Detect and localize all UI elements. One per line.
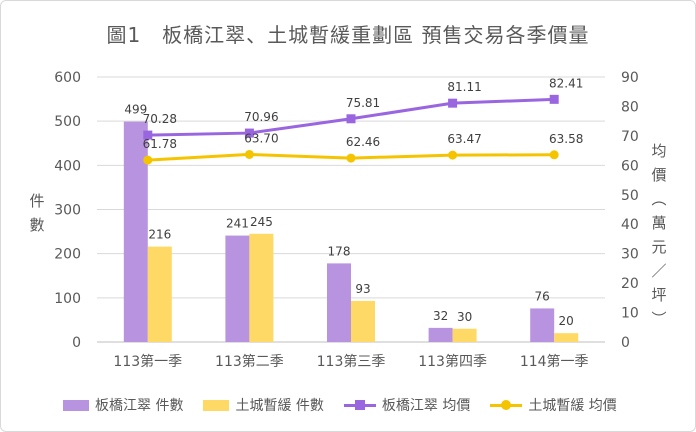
chart-legend: 板橋江翠 件數 土城暫緩 件數 板橋江翠 均價 土城暫緩 均價 (63, 395, 617, 415)
y-right-tick-label: 10 (621, 306, 639, 322)
y-right-tick-label: 70 (621, 129, 639, 145)
line-marker (244, 128, 254, 138)
y-left-tick-label: 300 (54, 203, 81, 219)
bar-data-label: 245 (250, 215, 273, 229)
legend-label: 板橋江翠 均價 (381, 398, 471, 414)
line-marker (448, 150, 458, 160)
line-data-label: 63.58 (549, 132, 583, 146)
bar (147, 246, 172, 342)
line-marker (143, 155, 153, 165)
y-left-tick-label: 600 (54, 70, 81, 86)
legend-label: 板橋江翠 件數 (95, 398, 184, 414)
bar-data-label: 499 (124, 103, 147, 117)
line-marker (244, 149, 254, 159)
legend-item: 板橋江翠 件數 (63, 395, 183, 415)
bar-data-label: 76 (535, 289, 550, 303)
bar (327, 263, 351, 342)
legend-label: 土城暫緩 均價 (528, 398, 617, 414)
bar (225, 235, 250, 342)
x-tick-label: 113第二季 (215, 353, 284, 370)
legend-item: 土城暫緩 件數 (203, 395, 324, 415)
y-right-tick-label: 80 (621, 99, 639, 115)
line-marker (143, 130, 153, 140)
chart-title: 圖1 板橋江翠、土城暫緩重劃區 預售交易各季價量 (106, 23, 590, 47)
y-right-tick-label: 90 (621, 70, 639, 86)
y-right-tick-label: 20 (621, 276, 639, 292)
line-data-label: 81.11 (447, 80, 481, 94)
line-data-label: 70.96 (244, 110, 278, 124)
bar-data-label: 30 (457, 310, 472, 324)
x-tick-label: 114第一季 (520, 353, 589, 370)
line-data-label: 62.46 (346, 135, 380, 149)
x-tick-label: 113第四季 (418, 353, 487, 370)
bar-data-label: 32 (433, 309, 448, 323)
bar (123, 121, 148, 342)
line-marker (346, 114, 356, 124)
legend-swatch (203, 399, 230, 411)
line-marker (346, 153, 356, 163)
x-tick-label: 113第三季 (317, 353, 386, 370)
legend-label: 土城暫緩 件數 (235, 398, 324, 414)
x-tick-label: 113第一季 (113, 353, 182, 370)
y-left-tick-label: 200 (54, 247, 81, 263)
y-right-tick-label: 50 (621, 188, 639, 204)
y-right-tick-label: 60 (621, 158, 639, 174)
y-right-tick-label: 0 (621, 335, 630, 351)
y-left-tick-label: 500 (54, 114, 81, 130)
line-data-label: 70.28 (143, 112, 177, 126)
bar (554, 333, 579, 342)
legend-swatch (490, 399, 523, 411)
bar (351, 300, 375, 342)
line-data-label: 63.47 (447, 132, 481, 146)
y-right-tick-label: 30 (621, 247, 639, 263)
bar (530, 308, 555, 342)
line-data-label: 75.81 (346, 96, 380, 110)
bar-data-label: 178 (328, 244, 351, 258)
bar (428, 327, 453, 342)
y-right-tick-label: 40 (621, 217, 639, 233)
y-axis-right-label: 均價 ︵ 萬元／坪 ︶ (651, 142, 667, 328)
line-data-label: 82.41 (549, 76, 583, 90)
y-left-tick-label: 0 (72, 335, 81, 351)
bar (249, 233, 274, 342)
legend-item: 板橋江翠 均價 (343, 395, 471, 415)
legend-swatch (63, 399, 89, 411)
line-marker (448, 98, 458, 108)
line-marker (549, 150, 559, 160)
bar-data-label: 20 (559, 314, 574, 328)
legend-swatch (343, 399, 376, 411)
y-left-tick-label: 100 (54, 291, 81, 307)
line-data-label: 63.70 (244, 131, 278, 145)
legend-item: 土城暫緩 均價 (490, 395, 617, 415)
y-axis-left-label: 件數 (29, 192, 45, 234)
bar (452, 328, 477, 342)
bar-data-label: 93 (355, 282, 370, 296)
bar-data-label: 241 (226, 217, 249, 231)
bar-data-label: 216 (148, 228, 171, 242)
line-marker (549, 94, 559, 104)
line-data-label: 61.78 (143, 137, 177, 151)
y-left-tick-label: 400 (54, 158, 81, 174)
